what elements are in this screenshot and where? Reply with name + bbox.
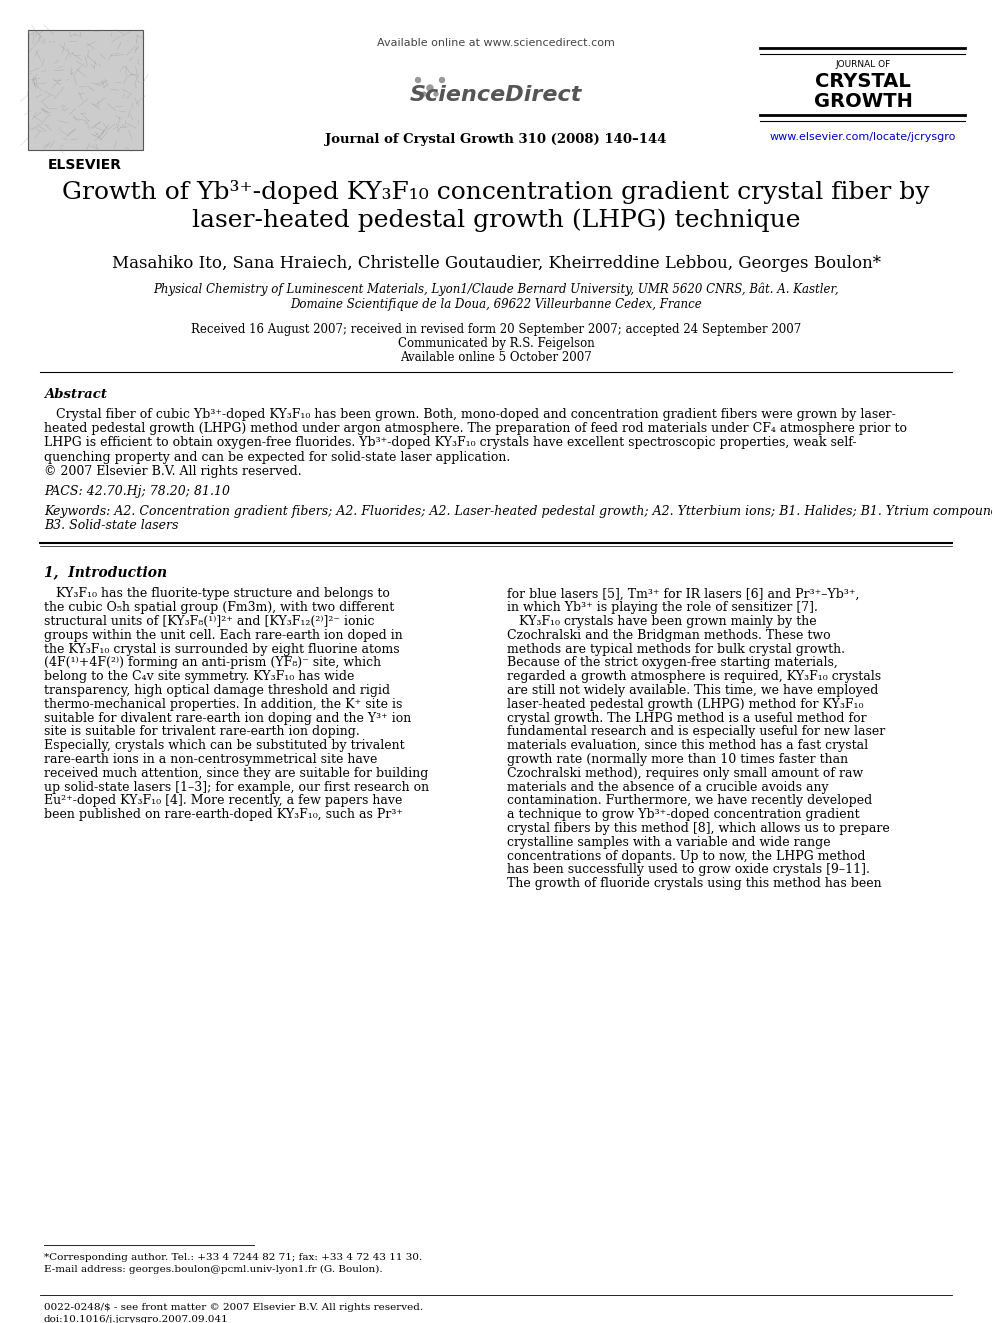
Text: materials evaluation, since this method has a fast crystal: materials evaluation, since this method … — [507, 740, 868, 753]
Text: Journal of Crystal Growth 310 (2008) 140–144: Journal of Crystal Growth 310 (2008) 140… — [325, 134, 667, 146]
Text: Masahiko Ito, Sana Hraiech, Christelle Goutaudier, Kheirreddine Lebbou, Georges : Masahiko Ito, Sana Hraiech, Christelle G… — [111, 255, 881, 273]
Text: concentrations of dopants. Up to now, the LHPG method: concentrations of dopants. Up to now, th… — [507, 849, 865, 863]
Text: materials and the absence of a crucible avoids any: materials and the absence of a crucible … — [507, 781, 828, 794]
Text: up solid-state lasers [1–3]; for example, our first research on: up solid-state lasers [1–3]; for example… — [44, 781, 430, 794]
Text: crystalline samples with a variable and wide range: crystalline samples with a variable and … — [507, 836, 830, 849]
Text: thermo-mechanical properties. In addition, the K⁺ site is: thermo-mechanical properties. In additio… — [44, 697, 403, 710]
Text: quenching property and can be expected for solid-state laser application.: quenching property and can be expected f… — [44, 451, 510, 463]
Text: *Corresponding author. Tel.: +33 4 7244 82 71; fax: +33 4 72 43 11 30.: *Corresponding author. Tel.: +33 4 7244 … — [44, 1253, 423, 1262]
Circle shape — [439, 78, 444, 82]
Text: www.elsevier.com/locate/jcrysgro: www.elsevier.com/locate/jcrysgro — [770, 132, 956, 142]
Text: LHPG is efficient to obtain oxygen-free fluorides. Yb³⁺-doped KY₃F₁₀ crystals ha: LHPG is efficient to obtain oxygen-free … — [44, 437, 856, 450]
Text: doi:10.1016/j.jcrysgro.2007.09.041: doi:10.1016/j.jcrysgro.2007.09.041 — [44, 1315, 229, 1323]
Text: transparency, high optical damage threshold and rigid: transparency, high optical damage thresh… — [44, 684, 390, 697]
Text: Domaine Scientifique de la Doua, 69622 Villeurbanne Cedex, France: Domaine Scientifique de la Doua, 69622 V… — [290, 298, 702, 311]
Circle shape — [434, 93, 438, 97]
Text: Eu²⁺-doped KY₃F₁₀ [4]. More recently, a few papers have: Eu²⁺-doped KY₃F₁₀ [4]. More recently, a … — [44, 794, 403, 807]
Text: belong to the C₄v site symmetry. KY₃F₁₀ has wide: belong to the C₄v site symmetry. KY₃F₁₀ … — [44, 671, 354, 683]
Text: 1,  Introduction: 1, Introduction — [44, 565, 167, 579]
Text: Czochralski and the Bridgman methods. These two: Czochralski and the Bridgman methods. Th… — [507, 628, 830, 642]
Bar — [28, 30, 143, 149]
Text: suitable for divalent rare-earth ion doping and the Y³⁺ ion: suitable for divalent rare-earth ion dop… — [44, 712, 412, 725]
Text: The growth of fluoride crystals using this method has been: The growth of fluoride crystals using th… — [507, 877, 882, 890]
Text: CRYSTAL: CRYSTAL — [815, 71, 911, 91]
Text: (4F(¹⁾+4F(²⁾) forming an anti-prism (YF₈)⁻ site, which: (4F(¹⁾+4F(²⁾) forming an anti-prism (YF₈… — [44, 656, 381, 669]
Text: ELSEVIER: ELSEVIER — [48, 157, 122, 172]
Text: the KY₃F₁₀ crystal is surrounded by eight fluorine atoms: the KY₃F₁₀ crystal is surrounded by eigh… — [44, 643, 400, 656]
Circle shape — [422, 93, 426, 97]
Text: fundamental research and is especially useful for new laser: fundamental research and is especially u… — [507, 725, 885, 738]
Text: in which Yb³⁺ is playing the role of sensitizer [7].: in which Yb³⁺ is playing the role of sen… — [507, 601, 817, 614]
Text: crystal growth. The LHPG method is a useful method for: crystal growth. The LHPG method is a use… — [507, 712, 867, 725]
Text: Czochralski method), requires only small amount of raw: Czochralski method), requires only small… — [507, 767, 863, 779]
Text: site is suitable for trivalent rare-earth ion doping.: site is suitable for trivalent rare-eart… — [44, 725, 360, 738]
Text: GROWTH: GROWTH — [813, 93, 913, 111]
Text: the cubic O₅h spatial group (Fm3m), with two different: the cubic O₅h spatial group (Fm3m), with… — [44, 601, 394, 614]
Text: contamination. Furthermore, we have recently developed: contamination. Furthermore, we have rece… — [507, 794, 872, 807]
Text: © 2007 Elsevier B.V. All rights reserved.: © 2007 Elsevier B.V. All rights reserved… — [44, 464, 302, 478]
Text: Crystal fiber of cubic Yb³⁺-doped KY₃F₁₀ has been grown. Both, mono-doped and co: Crystal fiber of cubic Yb³⁺-doped KY₃F₁₀… — [44, 407, 896, 421]
Circle shape — [427, 85, 433, 91]
Text: 0022-0248/$ - see front matter © 2007 Elsevier B.V. All rights reserved.: 0022-0248/$ - see front matter © 2007 El… — [44, 1303, 424, 1312]
Text: groups within the unit cell. Each rare-earth ion doped in: groups within the unit cell. Each rare-e… — [44, 628, 403, 642]
Text: B3. Solid-state lasers: B3. Solid-state lasers — [44, 519, 179, 532]
Text: KY₃F₁₀ has the fluorite-type structure and belongs to: KY₃F₁₀ has the fluorite-type structure a… — [44, 587, 390, 601]
Text: are still not widely available. This time, we have employed: are still not widely available. This tim… — [507, 684, 878, 697]
Text: Received 16 August 2007; received in revised form 20 September 2007; accepted 24: Received 16 August 2007; received in rev… — [190, 323, 802, 336]
Text: regarded a growth atmosphere is required, KY₃F₁₀ crystals: regarded a growth atmosphere is required… — [507, 671, 881, 683]
Text: Communicated by R.S. Feigelson: Communicated by R.S. Feigelson — [398, 337, 594, 351]
Circle shape — [416, 78, 421, 82]
Text: for blue lasers [5], Tm³⁺ for IR lasers [6] and Pr³⁺–Yb³⁺,: for blue lasers [5], Tm³⁺ for IR lasers … — [507, 587, 859, 601]
Text: Because of the strict oxygen-free starting materials,: Because of the strict oxygen-free starti… — [507, 656, 838, 669]
Text: Growth of Yb³⁺-doped KY₃F₁₀ concentration gradient crystal fiber by: Growth of Yb³⁺-doped KY₃F₁₀ concentratio… — [62, 180, 930, 204]
Text: has been successfully used to grow oxide crystals [9–11].: has been successfully used to grow oxide… — [507, 864, 870, 876]
Text: received much attention, since they are suitable for building: received much attention, since they are … — [44, 767, 429, 779]
Text: laser-heated pedestal growth (LHPG) method for KY₃F₁₀: laser-heated pedestal growth (LHPG) meth… — [507, 697, 863, 710]
Text: KY₃F₁₀ crystals have been grown mainly by the: KY₃F₁₀ crystals have been grown mainly b… — [507, 615, 816, 628]
Text: Available online 5 October 2007: Available online 5 October 2007 — [400, 351, 592, 364]
Text: PACS: 42.70.Hj; 78.20; 81.10: PACS: 42.70.Hj; 78.20; 81.10 — [44, 486, 230, 497]
Text: Abstract: Abstract — [44, 388, 107, 401]
Text: Especially, crystals which can be substituted by trivalent: Especially, crystals which can be substi… — [44, 740, 405, 753]
Text: crystal fibers by this method [8], which allows us to prepare: crystal fibers by this method [8], which… — [507, 822, 890, 835]
Text: Keywords: A2. Concentration gradient fibers; A2. Fluorides; A2. Laser-heated ped: Keywords: A2. Concentration gradient fib… — [44, 505, 992, 519]
Text: laser-heated pedestal growth (LHPG) technique: laser-heated pedestal growth (LHPG) tech… — [191, 208, 801, 232]
Text: heated pedestal growth (LHPG) method under argon atmosphere. The preparation of : heated pedestal growth (LHPG) method und… — [44, 422, 907, 435]
Text: ScienceDirect: ScienceDirect — [410, 85, 582, 105]
Text: structural units of [KY₃F₈(¹⁾]²⁺ and [KY₃F₁₂(²⁾]²⁻ ionic: structural units of [KY₃F₈(¹⁾]²⁺ and [KY… — [44, 615, 375, 628]
Text: JOURNAL OF: JOURNAL OF — [835, 60, 891, 69]
Text: a technique to grow Yb³⁺-doped concentration gradient: a technique to grow Yb³⁺-doped concentra… — [507, 808, 860, 822]
Text: E-mail address: georges.boulon@pcml.univ-lyon1.fr (G. Boulon).: E-mail address: georges.boulon@pcml.univ… — [44, 1265, 383, 1274]
Text: Available online at www.sciencedirect.com: Available online at www.sciencedirect.co… — [377, 38, 615, 48]
Text: methods are typical methods for bulk crystal growth.: methods are typical methods for bulk cry… — [507, 643, 845, 656]
Text: Physical Chemistry of Luminescent Materials, Lyon1/Claude Bernard University, UM: Physical Chemistry of Luminescent Materi… — [153, 283, 839, 296]
Text: rare-earth ions in a non-centrosymmetrical site have: rare-earth ions in a non-centrosymmetric… — [44, 753, 377, 766]
Text: been published on rare-earth-doped KY₃F₁₀, such as Pr³⁺: been published on rare-earth-doped KY₃F₁… — [44, 808, 403, 822]
Text: growth rate (normally more than 10 times faster than: growth rate (normally more than 10 times… — [507, 753, 848, 766]
